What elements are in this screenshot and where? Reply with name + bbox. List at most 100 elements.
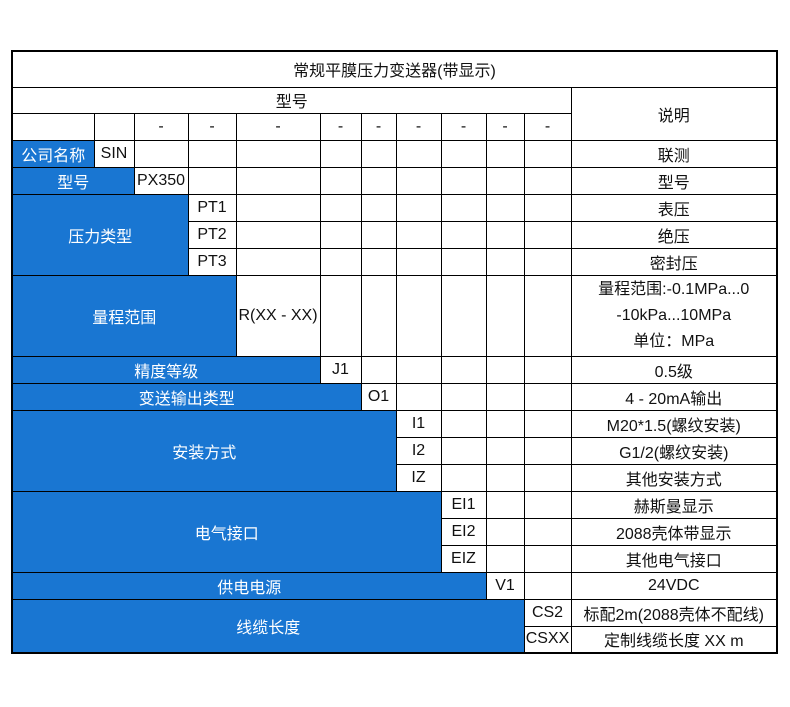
- section-label-electrical-interface: 电气接口: [11, 490, 442, 573]
- model-header: 型号: [11, 86, 572, 114]
- empty-cell: [395, 247, 442, 276]
- empty-cell: [395, 355, 442, 384]
- empty-cell: [485, 355, 525, 384]
- empty-cell: [187, 139, 237, 168]
- description-company-name: 联测: [570, 139, 778, 168]
- empty-cell: [523, 409, 572, 438]
- empty-cell: [440, 193, 487, 222]
- empty-cell: [360, 139, 397, 168]
- description-cable-length: 标配2m(2088壳体不配线): [570, 598, 778, 627]
- empty-cell: [523, 247, 572, 276]
- description-header: 说明: [570, 86, 778, 141]
- empty-cell: [485, 490, 525, 519]
- empty-cell: [523, 193, 572, 222]
- dash-cell: -: [187, 112, 237, 141]
- empty-cell: [523, 436, 572, 465]
- empty-cell: [523, 220, 572, 249]
- empty-cell: [440, 166, 487, 195]
- empty-cell: [523, 382, 572, 411]
- empty-cell: [485, 382, 525, 411]
- empty-cell: [360, 355, 397, 384]
- code-pressure-type: PT2: [187, 220, 237, 249]
- description-electrical-interface: 赫斯曼显示: [570, 490, 778, 519]
- code-pressure-type: PT3: [187, 247, 237, 276]
- empty-cell: [93, 112, 135, 141]
- dash-cell: -: [360, 112, 397, 141]
- empty-cell: [440, 436, 487, 465]
- empty-cell: [187, 166, 237, 195]
- code-cable-length: CSXX: [523, 625, 572, 654]
- empty-cell: [440, 139, 487, 168]
- empty-cell: [360, 220, 397, 249]
- code-electrical-interface: EI1: [440, 490, 487, 519]
- dash-cell: -: [133, 112, 189, 141]
- empty-cell: [523, 166, 572, 195]
- empty-cell: [523, 544, 572, 573]
- model-selection-table: 常规平膜压力变送器(带显示) 型号 说明 - - - - - - - - - 公…: [11, 50, 778, 654]
- description-installation: M20*1.5(螺纹安装): [570, 409, 778, 438]
- code-cable-length: CS2: [523, 598, 572, 627]
- empty-cell: [395, 274, 442, 357]
- code-installation: I2: [395, 436, 442, 465]
- section-label-model: 型号: [11, 166, 135, 195]
- empty-cell: [395, 220, 442, 249]
- empty-cell: [440, 463, 487, 492]
- code-electrical-interface: EIZ: [440, 544, 487, 573]
- section-label-accuracy: 精度等级: [11, 355, 321, 384]
- code-electrical-interface: EI2: [440, 517, 487, 546]
- empty-cell: [319, 139, 362, 168]
- dash-cell: -: [440, 112, 487, 141]
- empty-cell: [319, 166, 362, 195]
- empty-cell: [360, 166, 397, 195]
- section-label-installation: 安装方式: [11, 409, 397, 492]
- empty-cell: [360, 247, 397, 276]
- description-installation: 其他安装方式: [570, 463, 778, 492]
- empty-cell: [523, 274, 572, 357]
- empty-cell: [440, 274, 487, 357]
- empty-cell: [485, 436, 525, 465]
- empty-cell: [440, 355, 487, 384]
- empty-cell: [485, 274, 525, 357]
- empty-cell: [235, 220, 321, 249]
- code-accuracy: J1: [319, 355, 362, 384]
- section-label-pressure-type: 压力类型: [11, 193, 189, 276]
- description-pressure-type: 绝压: [570, 220, 778, 249]
- empty-cell: [133, 139, 189, 168]
- empty-cell: [485, 220, 525, 249]
- empty-cell: [485, 193, 525, 222]
- description-power-supply: 24VDC: [570, 571, 778, 600]
- description-range-line2: -10kPa...10MPa: [616, 306, 732, 324]
- empty-cell: [395, 166, 442, 195]
- empty-cell: [395, 193, 442, 222]
- code-power-supply: V1: [485, 571, 525, 600]
- code-installation: IZ: [395, 463, 442, 492]
- code-company-name: SIN: [93, 139, 135, 168]
- description-range-line3: 单位：MPa: [633, 332, 715, 350]
- empty-cell: [485, 544, 525, 573]
- description-model: 型号: [570, 166, 778, 195]
- empty-cell: [235, 193, 321, 222]
- empty-cell: [360, 193, 397, 222]
- section-label-range: 量程范围: [11, 274, 237, 357]
- empty-cell: [523, 517, 572, 546]
- empty-cell: [440, 220, 487, 249]
- empty-cell: [485, 517, 525, 546]
- table-title: 常规平膜压力变送器(带显示): [11, 50, 778, 88]
- empty-cell: [485, 463, 525, 492]
- empty-cell: [440, 247, 487, 276]
- empty-cell: [395, 139, 442, 168]
- description-range: 量程范围:-0.1MPa...0 -10kPa...10MPa 单位：MPa: [570, 274, 778, 357]
- empty-cell: [485, 247, 525, 276]
- section-label-output-type: 变送输出类型: [11, 382, 362, 411]
- description-pressure-type: 密封压: [570, 247, 778, 276]
- section-label-company-name: 公司名称: [11, 139, 95, 168]
- empty-cell: [11, 112, 95, 141]
- description-range-line1: 量程范围:-0.1MPa...0: [598, 280, 750, 298]
- empty-cell: [485, 139, 525, 168]
- empty-cell: [523, 355, 572, 384]
- empty-cell: [523, 490, 572, 519]
- code-installation: I1: [395, 409, 442, 438]
- code-model: PX350: [133, 166, 189, 195]
- code-output-type: O1: [360, 382, 397, 411]
- description-installation: G1/2(螺纹安装): [570, 436, 778, 465]
